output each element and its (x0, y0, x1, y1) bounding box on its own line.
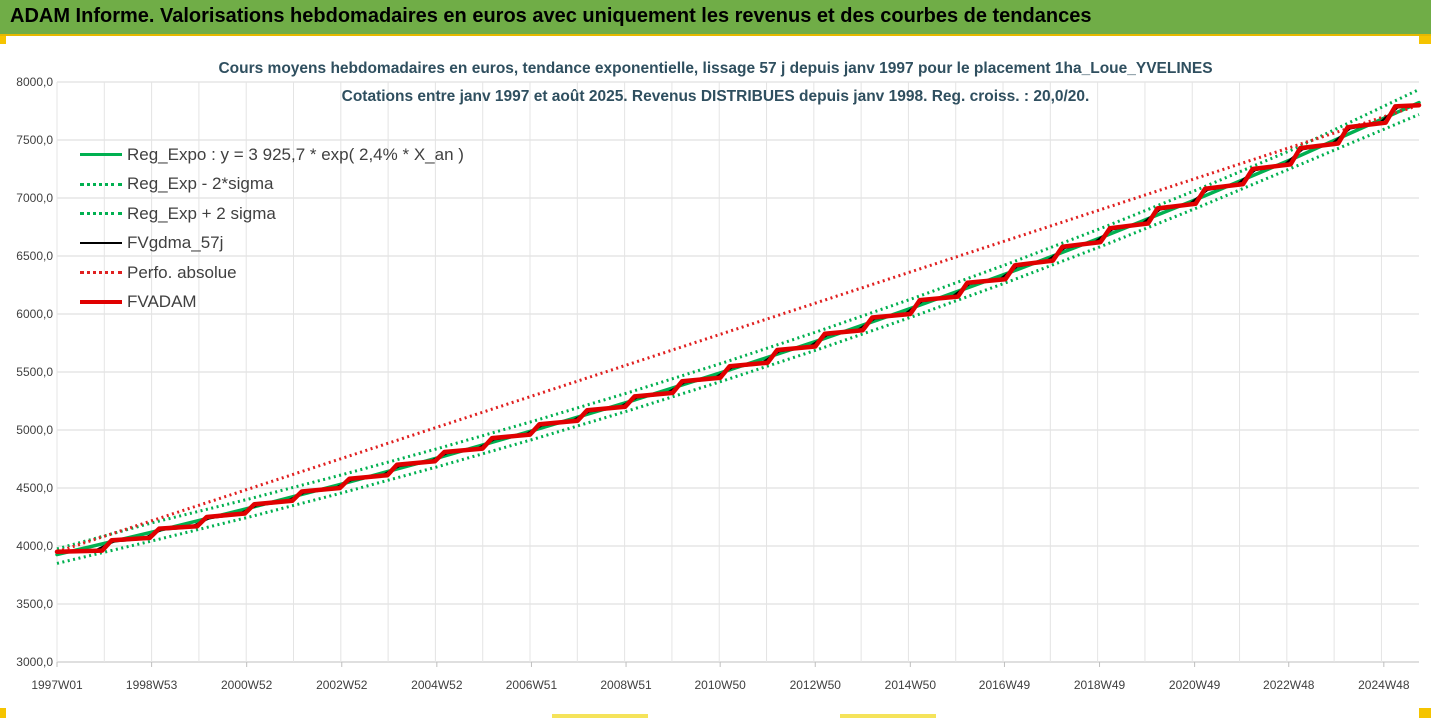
legend-swatch (80, 300, 122, 305)
legend-item: Reg_Exp - 2*sigma (80, 170, 464, 200)
y-tick-label: 3500,0 (16, 597, 53, 611)
x-tick-label: 2012W50 (790, 678, 842, 692)
y-tick-label: 5500,0 (16, 365, 53, 379)
legend-label: FVgdma_57j (127, 233, 224, 253)
x-tick-label: 1997W01 (31, 678, 83, 692)
sheet-tab[interactable] (840, 714, 936, 718)
x-tick-label: 2018W49 (1074, 678, 1126, 692)
chart-legend: Reg_Expo : y = 3 925,7 * exp( 2,4% * X_a… (80, 140, 464, 317)
legend-swatch (80, 212, 122, 216)
y-tick-label: 6000,0 (16, 307, 53, 321)
legend-label: Reg_Expo : y = 3 925,7 * exp( 2,4% * X_a… (127, 144, 464, 164)
corner-marker (1419, 36, 1431, 44)
x-tick-label: 2006W51 (506, 678, 558, 692)
x-tick-label: 2020W49 (1169, 678, 1221, 692)
y-tick-label: 4000,0 (16, 539, 53, 553)
x-tick-label: 2016W49 (979, 678, 1031, 692)
legend-item: FVgdma_57j (80, 229, 464, 259)
corner-marker (1419, 708, 1431, 718)
x-tick-label: 2022W48 (1263, 678, 1315, 692)
series-line (56, 103, 1420, 554)
series-line (56, 113, 1420, 565)
x-tick-label: 2000W52 (221, 678, 273, 692)
x-tick-label: 2024W48 (1358, 678, 1410, 692)
legend-label: FVADAM (127, 292, 197, 312)
sheet-tab[interactable] (552, 714, 648, 718)
chart-title: Cours moyens hebdomadaires en euros, ten… (218, 60, 1213, 77)
legend-item: Perfo. absolue (80, 258, 464, 288)
x-tick-label: 2004W52 (411, 678, 463, 692)
y-tick-label: 6500,0 (16, 249, 53, 263)
legend-label: Perfo. absolue (127, 262, 237, 282)
y-tick-label: 7500,0 (16, 133, 53, 147)
y-tick-label: 3000,0 (16, 655, 53, 669)
y-tick-label: 8000,0 (16, 75, 53, 89)
x-tick-label: 2002W52 (316, 678, 368, 692)
x-tick-label: 2008W51 (600, 678, 652, 692)
legend-swatch (80, 271, 122, 275)
series-line (54, 102, 1422, 555)
chart-subtitle: Cotations entre janv 1997 et août 2025. … (341, 88, 1090, 105)
y-tick-label: 7000,0 (16, 191, 53, 205)
x-tick-label: 2010W50 (694, 678, 746, 692)
legend-swatch (80, 242, 122, 245)
legend-item: FVADAM (80, 288, 464, 318)
legend-swatch (80, 182, 122, 186)
y-tick-label: 5000,0 (16, 423, 53, 437)
legend-item: Reg_Exp + 2 sigma (80, 199, 464, 229)
legend-label: Reg_Exp + 2 sigma (127, 203, 276, 223)
legend-item: Reg_Expo : y = 3 925,7 * exp( 2,4% * X_a… (80, 140, 464, 170)
report-title: ADAM Informe. Valorisations hebdomadaire… (10, 5, 1092, 27)
x-tick-label: 1998W53 (126, 678, 178, 692)
y-tick-label: 4500,0 (16, 481, 53, 495)
corner-marker (0, 708, 6, 718)
report-banner: ADAM Informe. Valorisations hebdomadaire… (0, 0, 1431, 36)
x-tick-label: 2014W50 (885, 678, 937, 692)
corner-marker (0, 36, 6, 44)
legend-label: Reg_Exp - 2*sigma (127, 174, 274, 194)
legend-swatch (80, 153, 122, 157)
